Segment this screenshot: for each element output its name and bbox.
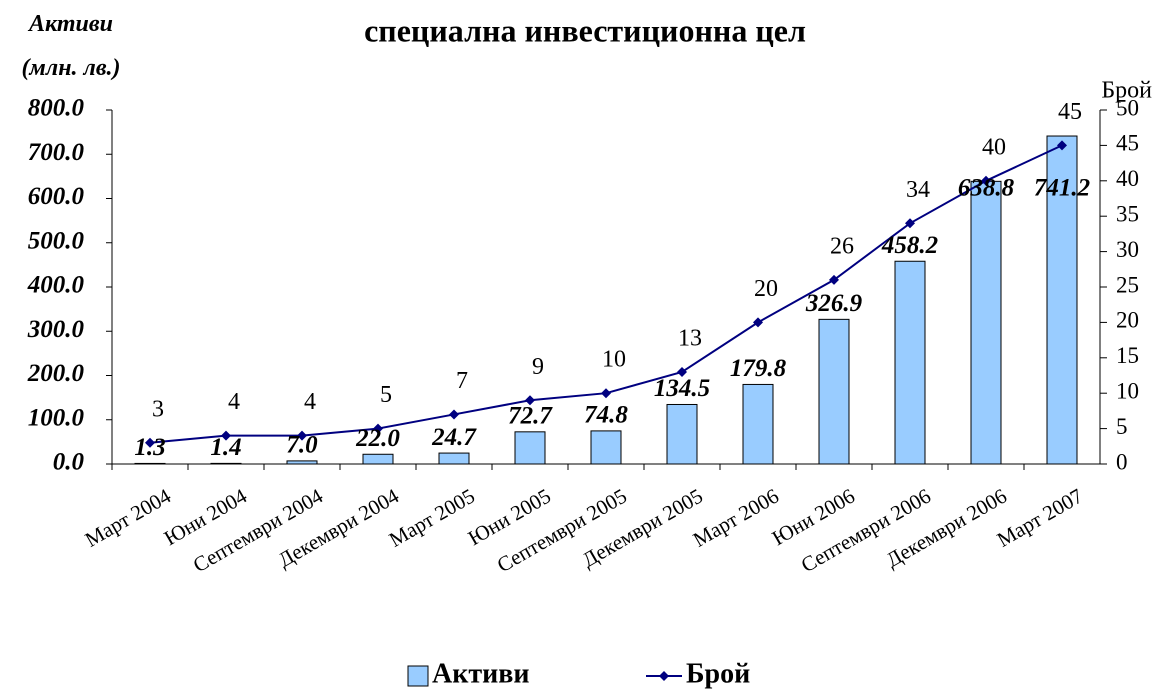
bar [134,462,166,465]
y2-tick-label: 45 [1116,131,1139,156]
bar [666,403,698,465]
legend-label: Брой [686,658,750,689]
data-label: 7.0 [286,432,318,459]
marker [525,395,535,406]
data-label: 179.8 [730,355,787,382]
x-tick-label: Март 2007 [993,484,1087,552]
data-label: 5 [380,382,392,408]
data-label: 134.5 [654,375,710,402]
data-label: 72.7 [508,403,553,430]
marker [1057,140,1067,151]
data-label: 26 [830,233,854,259]
marker [753,317,763,328]
data-label: 4 [228,389,240,415]
chart-title: специална инвестиционна цел [364,12,806,48]
y-axis-label: Активи (млн. лв.) [21,11,121,81]
bar [286,460,318,465]
bar [362,453,394,465]
y-tick-label: 600.0 [28,183,85,210]
y2-tick-label: 40 [1116,166,1139,191]
bar [210,462,242,465]
data-label: 45 [1058,99,1082,125]
y-tick-label: 500.0 [28,227,85,254]
data-label: 7 [456,368,468,394]
data-label: 74.8 [584,402,628,429]
y2-tick-label: 15 [1116,343,1139,368]
y-tick-label: 700.0 [28,139,85,166]
x-tick-label: Март 2004 [81,483,175,551]
y2-tick-label: 20 [1116,308,1139,333]
marker [677,366,687,377]
bar [438,452,470,465]
legend-marker [659,671,669,681]
bar [970,180,1002,465]
y2-tick-label: 25 [1116,272,1139,297]
x-tick-label: Март 2006 [689,484,783,552]
y2-tick-label: 10 [1116,378,1139,403]
data-label: 20 [754,276,778,302]
y2-axis-label: Брой [1101,78,1152,104]
marker [601,388,611,399]
data-label: 24.7 [431,424,477,451]
data-label: 34 [906,177,930,203]
data-label: 22.0 [355,425,400,452]
marker [905,218,915,229]
legend-label: Активи [432,658,530,689]
marker [221,430,231,441]
y-tick-label: 100.0 [28,404,85,431]
y-tick-label: 300.0 [27,316,85,343]
legend-swatch [407,665,429,687]
x-tick-label: Март 2005 [385,484,479,552]
x-tick-label: Септември 2004 [189,483,327,577]
marker [297,430,307,441]
marker [373,423,383,434]
bar [818,318,850,465]
data-label: 9 [532,354,544,380]
x-tick-label: Септември 2005 [493,484,631,578]
data-label: 1.3 [134,434,165,461]
marker [449,409,459,420]
y-tick-label: 400.0 [27,272,85,299]
data-label: 40 [982,134,1006,160]
bar [514,431,546,465]
y-tick-label: 800.0 [28,95,85,122]
data-label: 10 [602,347,626,373]
data-label: 638.8 [958,175,1015,202]
y2-tick-label: 50 [1116,95,1139,120]
data-label: 13 [678,325,702,351]
y2-tick-label: 5 [1116,414,1128,439]
marker [829,274,839,285]
y-tick-label: 0.0 [53,449,85,476]
marker [145,437,155,448]
bar [742,383,774,465]
bar [590,430,622,465]
data-label: 458.2 [881,232,938,259]
data-label: 4 [304,389,316,415]
data-label: 741.2 [1034,175,1090,202]
marker [981,175,991,186]
data-label: 1.4 [210,434,241,461]
y2-tick-label: 30 [1116,237,1139,262]
y2-tick-label: 0 [1116,449,1128,474]
data-label: 3 [152,396,164,422]
bar [1046,135,1078,465]
y-tick-label: 200.0 [27,360,85,387]
data-label: 326.9 [805,290,863,317]
y2-tick-label: 35 [1116,201,1139,226]
bar [894,260,926,465]
x-tick-label: Септември 2006 [797,484,935,578]
